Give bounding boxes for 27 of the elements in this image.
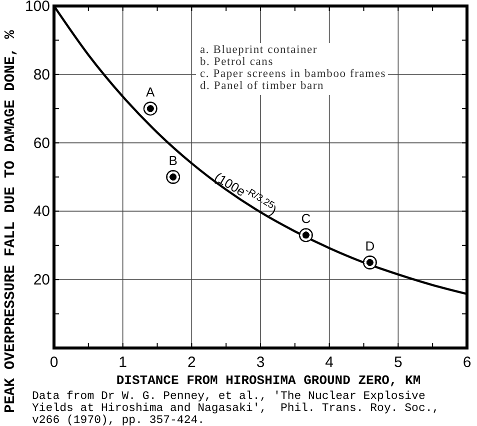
- annotation: d. Panel of timber barn: [200, 80, 324, 92]
- x-tick-label: 2: [187, 354, 196, 371]
- point: [298, 228, 313, 242]
- annotation: b. Petrol cans: [200, 56, 274, 68]
- point: [143, 102, 158, 116]
- x-tick-label: 4: [325, 354, 334, 371]
- annotation: A: [146, 84, 156, 100]
- point: [166, 170, 180, 184]
- annotation: D: [365, 238, 375, 254]
- point: [362, 256, 377, 270]
- x-axis-title: DISTANCE FROM HIROSHIMA GROUND ZERO, KM: [116, 373, 421, 388]
- y-axis-title: PEAK OVERPRESSURE FALL DUE TO DAMAGE DONE, %: [3, 30, 19, 413]
- y-tick-label: 60: [33, 134, 50, 152]
- x-tick-label: 6: [462, 354, 472, 371]
- x-tick-label: 0: [50, 354, 58, 371]
- y-tick-label: 100: [24, 0, 50, 15]
- text: Data from Dr W. G. Penney, et al., 'The Nuclear Explosive Yields at Hiroshima and Nagasaki', Phil. Trans. Roy. Soc., v266 (1970), pp. 357-424.: [32, 390, 440, 426]
- annotation: c. Paper screens in bamboo frames: [200, 68, 386, 80]
- annotation: B: [168, 153, 178, 168]
- y-tick-label: 20: [33, 272, 50, 289]
- x-tick-label: 1: [118, 354, 128, 371]
- annotation: C: [301, 211, 311, 226]
- annotation: a. Blueprint container: [200, 44, 318, 56]
- x-tick-label: 5: [394, 354, 402, 371]
- y-tick-label: 40: [33, 203, 50, 220]
- x-tick-label: 3: [256, 354, 265, 371]
- y-tick-label: 80: [33, 66, 50, 84]
